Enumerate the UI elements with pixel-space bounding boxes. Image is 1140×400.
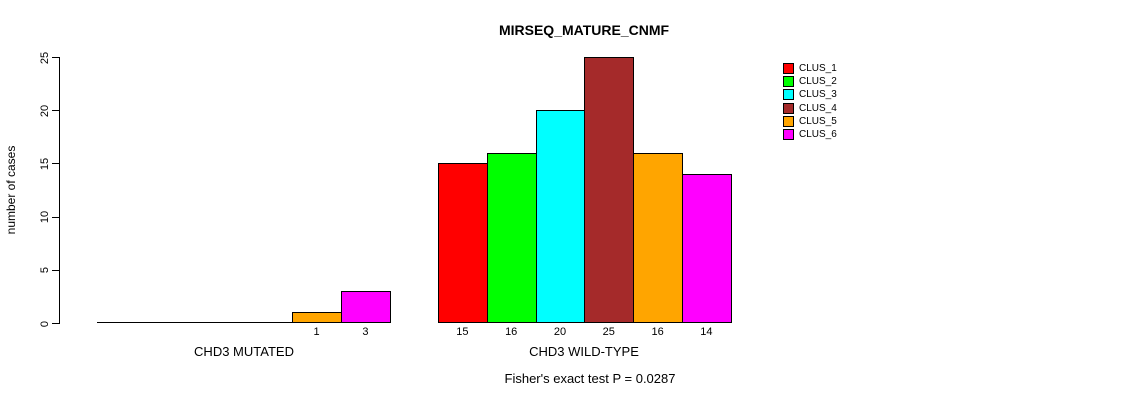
legend-item-label: CLUS_6 (799, 128, 837, 140)
group-label-chd3-mutated: CHD3 MUTATED (194, 344, 294, 359)
y-axis-tick (52, 216, 59, 218)
legend-item-label: CLUS_5 (799, 115, 837, 127)
chart-title: MIRSEQ_MATURE_CNMF (498, 22, 670, 38)
bar-CLUS_6 (682, 174, 732, 323)
bar-value-label: 1 (313, 326, 320, 338)
y-axis-tick-label: 10 (39, 210, 51, 224)
bar-value-label: 20 (553, 326, 567, 338)
bar-CLUS_4-zero (243, 322, 294, 323)
bar-CLUS_1-zero (97, 322, 147, 323)
legend-color-swatch (783, 63, 794, 74)
y-axis-tick-label: 25 (39, 51, 51, 64)
legend-color-swatch (783, 102, 794, 114)
legend-item-clus_4: CLUS_4 (783, 102, 837, 115)
legend-item-clus_3: CLUS_3 (783, 88, 837, 101)
y-axis-tick-label: 0 (39, 320, 51, 327)
legend-color-swatch (783, 76, 794, 88)
legend-color-swatch (783, 89, 794, 101)
legend-item-clus_6: CLUS_6 (783, 128, 837, 141)
y-axis-label: number of cases (4, 145, 18, 235)
y-axis-line (59, 57, 60, 324)
bar-CLUS_2-zero (145, 322, 196, 323)
bar-CLUS_5 (633, 152, 683, 323)
bar-value-label: 15 (456, 326, 469, 338)
bar-CLUS_3 (535, 110, 586, 323)
legend-item-label: CLUS_3 (799, 89, 837, 101)
legend-color-swatch (783, 128, 794, 140)
bar-value-label: 16 (505, 326, 518, 338)
y-axis-tick-label: 20 (39, 104, 51, 117)
bar-value-label: 14 (700, 326, 713, 338)
legend-item-clus_5: CLUS_5 (783, 115, 837, 128)
bar-CLUS_1 (438, 163, 488, 323)
y-axis-tick (52, 323, 59, 324)
legend: CLUS_1 CLUS_2 CLUS_3 CLUS_4 CLUS_5 CLUS_6 (783, 62, 837, 141)
bar-CLUS_2 (486, 152, 537, 323)
bar-value-label: 25 (602, 326, 615, 338)
bar-CLUS_4 (584, 57, 635, 323)
legend-color-swatch (783, 115, 794, 127)
y-axis-tick (52, 269, 59, 271)
legend-item-label: CLUS_1 (799, 63, 837, 74)
bar-value-label: 16 (651, 326, 664, 338)
y-axis-tick (52, 57, 59, 58)
y-axis-tick (52, 163, 59, 165)
y-axis-tick-label: 5 (39, 267, 51, 274)
legend-item-label: CLUS_4 (799, 102, 837, 114)
group-label-chd3-wild-type: CHD3 WILD-TYPE (529, 344, 639, 359)
fisher-test-note: Fisher's exact test P = 0.0287 (504, 371, 676, 386)
bar-value-label: 3 (362, 326, 369, 338)
bar-CLUS_5 (292, 312, 342, 323)
legend-item-clus_2: CLUS_2 (783, 75, 837, 88)
y-axis-tick-label: 15 (39, 157, 51, 171)
legend-item-clus_1: CLUS_1 (783, 62, 837, 75)
bar-CLUS_3-zero (194, 322, 245, 323)
bar-CLUS_6 (341, 291, 391, 323)
legend-item-label: CLUS_2 (799, 76, 837, 88)
y-axis-tick (52, 110, 59, 112)
